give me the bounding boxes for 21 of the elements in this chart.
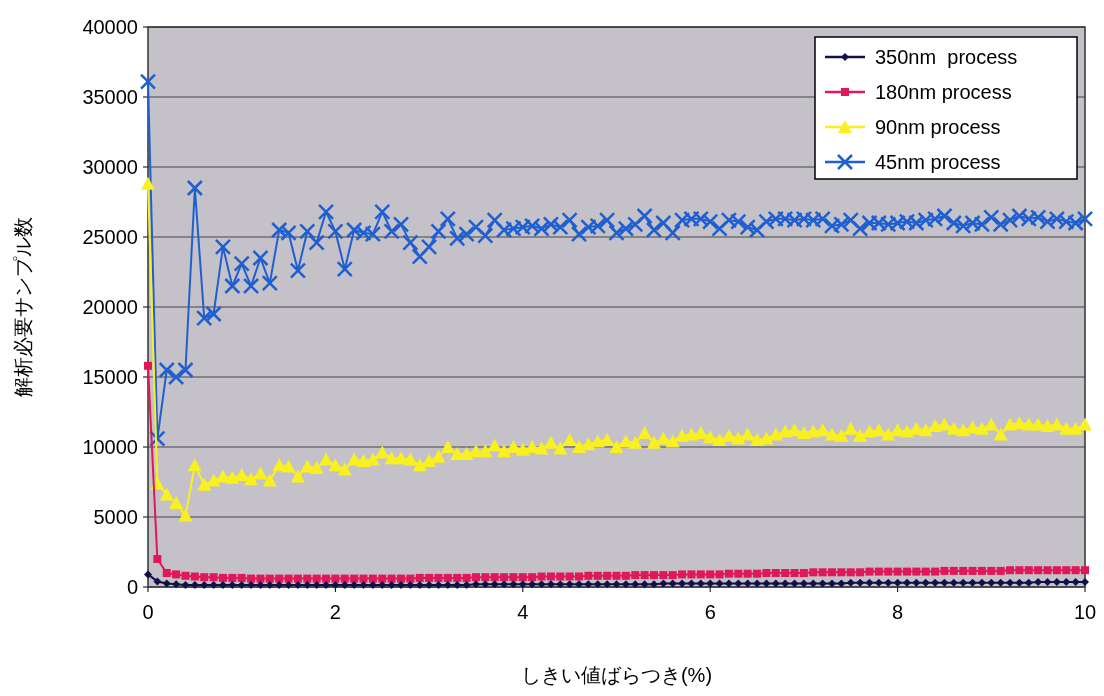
legend-label: 350nm process (875, 46, 1018, 68)
y-axis-title: 解析必要サンプル数 (12, 217, 34, 397)
legend-label: 180nm process (875, 81, 1012, 103)
x-tick-label: 8 (892, 601, 904, 623)
legend-label: 45nm process (875, 151, 1001, 173)
x-tick-label: 4 (517, 601, 529, 623)
y-tick-label: 35000 (82, 86, 138, 108)
y-tick-label: 40000 (82, 16, 138, 38)
legend-label: 90nm process (875, 116, 1001, 138)
x-tick-label: 2 (329, 601, 341, 623)
y-tick-label: 0 (126, 576, 138, 598)
x-axis-title: しきい値ばらつき(%) (520, 664, 713, 686)
y-tick-label: 15000 (82, 366, 138, 388)
x-tick-label: 6 (704, 601, 716, 623)
y-tick-label: 20000 (82, 296, 138, 318)
y-tick-label: 25000 (82, 226, 138, 248)
y-tick-label: 10000 (82, 436, 138, 458)
y-tick-label: 5000 (93, 506, 138, 528)
x-tick-label: 0 (142, 601, 154, 623)
y-tick-label: 30000 (82, 156, 138, 178)
x-tick-label: 10 (1073, 601, 1097, 623)
